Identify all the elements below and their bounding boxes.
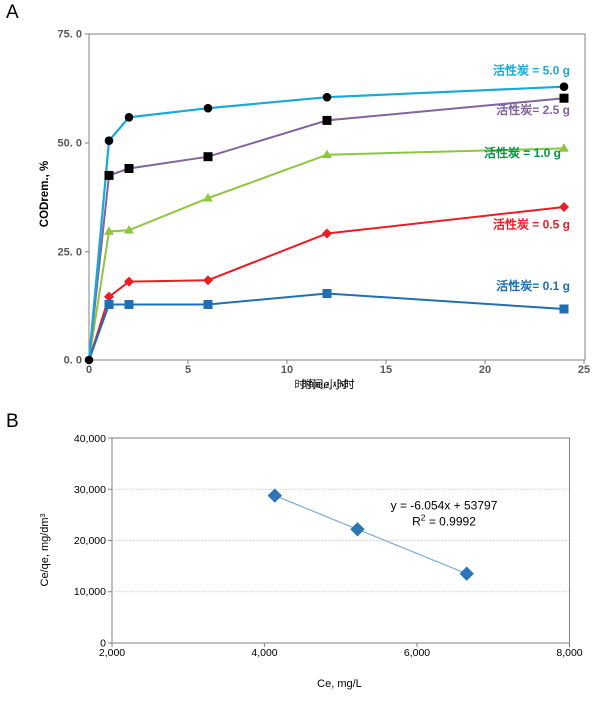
- svg-text:Ce/qe, mg/dm3: Ce/qe, mg/dm3: [39, 513, 51, 586]
- svg-text:y = -6.054x + 53797: y = -6.054x + 53797: [391, 498, 498, 512]
- svg-text:15: 15: [380, 364, 392, 376]
- svg-text:活性炭 = 1.0 g: 活性炭 = 1.0 g: [484, 145, 561, 160]
- svg-text:25. 0: 25. 0: [58, 247, 82, 259]
- svg-text:活性炭= 0.1 g: 活性炭= 0.1 g: [496, 278, 570, 293]
- svg-text:B: B: [6, 411, 19, 432]
- svg-text:Ce, mg/L: Ce, mg/L: [317, 678, 362, 690]
- svg-text:6,000: 6,000: [404, 647, 430, 659]
- svg-text:活性炭= 2.5 g: 活性炭= 2.5 g: [496, 102, 570, 117]
- svg-text:8,000: 8,000: [556, 647, 582, 659]
- svg-text:A: A: [6, 2, 19, 23]
- svg-text:20,000: 20,000: [74, 535, 106, 547]
- svg-text:50. 0: 50. 0: [58, 138, 82, 150]
- svg-text:2,000: 2,000: [99, 647, 125, 659]
- svg-text:活性炭 = 5.0 g: 活性炭 = 5.0 g: [493, 63, 570, 78]
- svg-text:10,000: 10,000: [74, 586, 106, 598]
- svg-text:20: 20: [479, 364, 491, 376]
- svg-text:10: 10: [281, 364, 293, 376]
- svg-text:4,000: 4,000: [251, 647, 277, 659]
- svg-text:0: 0: [86, 364, 92, 376]
- svg-text:0. 0: 0. 0: [64, 355, 82, 367]
- svg-text:30,000: 30,000: [74, 484, 106, 496]
- svg-text:CODrem., %: CODrem., %: [39, 161, 51, 227]
- svg-text:活性炭 = 0.5 g: 活性炭 = 0.5 g: [493, 217, 570, 232]
- svg-text:75. 0: 75. 0: [58, 29, 82, 41]
- svg-text:40,000: 40,000: [74, 433, 106, 445]
- svg-text:5: 5: [185, 364, 191, 376]
- svg-text:时间e,小时: 时间e,小时: [294, 378, 347, 391]
- svg-text:25: 25: [578, 364, 590, 376]
